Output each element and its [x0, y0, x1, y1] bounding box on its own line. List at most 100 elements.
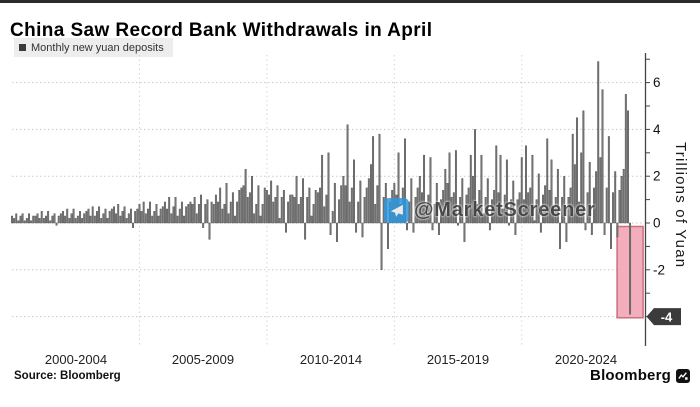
chart-bar: [338, 199, 341, 224]
chart-bar: [414, 197, 417, 224]
chart-bar: [117, 204, 120, 224]
chart-bar: [618, 190, 621, 224]
chart-bar: [151, 215, 154, 224]
chart-bar: [17, 220, 20, 224]
chart-bar: [234, 215, 236, 224]
chart-bar: [59, 213, 62, 224]
chart-bar: [248, 192, 251, 224]
bloomberg-wordmark: Bloomberg: [590, 367, 671, 384]
chart-bar: [584, 222, 587, 231]
chart-bar: [459, 197, 462, 224]
chart-bar: [610, 222, 612, 249]
chart-bar: [265, 190, 268, 224]
chart-bar: [34, 215, 37, 224]
chart-bar: [51, 215, 54, 224]
chart-bar: [423, 154, 426, 224]
chart-bar: [200, 194, 202, 224]
chart-bar: [573, 164, 576, 224]
chart-bar: [482, 213, 485, 224]
chart-bar: [403, 138, 406, 224]
chart-bar: [563, 175, 566, 224]
chart-bar: [253, 213, 256, 224]
chart-bar: [242, 185, 245, 224]
chart-bar: [170, 213, 173, 224]
chart-bar: [552, 206, 555, 224]
chart-bar: [342, 175, 345, 224]
chart-bar: [370, 164, 372, 224]
chart-bar: [314, 190, 317, 224]
chart-bar: [153, 211, 156, 224]
chart-bar: [361, 222, 364, 238]
chart-bar: [578, 201, 581, 224]
y-tick-label: 4: [653, 122, 661, 137]
chart-bar: [79, 211, 81, 224]
chart-bar: [471, 175, 474, 224]
chart-bar: [32, 215, 35, 224]
chart-bar: [580, 152, 583, 224]
chart-bar: [336, 222, 338, 242]
legend: Monthly new yuan deposits: [14, 38, 173, 57]
chart-bar: [512, 180, 515, 224]
y-axis-title: Trillions of Yuan: [672, 142, 689, 269]
chart-bar: [531, 154, 534, 224]
chart-bar: [597, 61, 600, 224]
x-tick-label-2005-2009: 2005-2009: [171, 352, 235, 367]
chart-bar: [416, 187, 419, 224]
chart-bar: [280, 197, 283, 224]
chart-bar: [259, 215, 262, 224]
chart-bar: [136, 208, 139, 224]
chart-bar: [268, 194, 270, 224]
chart-bar: [219, 187, 222, 224]
chart-bar: [74, 218, 77, 224]
chart-bar: [19, 215, 22, 224]
chart-bar: [503, 194, 506, 224]
chart-bar: [276, 185, 279, 224]
chart-bar: [554, 197, 557, 224]
chart-bar: [204, 204, 207, 224]
chart-bar: [452, 192, 455, 224]
chart-bar: [325, 194, 328, 224]
chart-bar: [168, 197, 171, 224]
chart-bar: [529, 187, 532, 224]
chart-bar: [571, 133, 574, 224]
chart-bar: [295, 175, 298, 224]
chart-bar: [161, 206, 164, 224]
chart-bar: [297, 204, 300, 224]
chart-bar: [412, 222, 415, 233]
chart-bar: [304, 222, 307, 240]
chart-bar: [448, 152, 451, 224]
chart-bar: [627, 110, 629, 224]
chart-bar: [302, 178, 304, 224]
x-tick-label-2000-2004: 2000-2004: [44, 352, 108, 367]
chart-bar: [127, 213, 130, 224]
chart-bar: [590, 222, 593, 235]
chart-bar: [329, 222, 332, 235]
chart-bar: [484, 197, 487, 224]
chart-bar: [195, 213, 198, 224]
chart-bar: [450, 197, 453, 224]
x-tick-label-2015-2019: 2015-2019: [426, 352, 490, 367]
chart-bar: [319, 187, 321, 224]
chart-bar: [420, 192, 423, 224]
chart-bar: [134, 211, 137, 224]
chart-bar: [225, 183, 228, 224]
chart-bar: [62, 211, 64, 224]
chart-bar: [163, 201, 166, 224]
chart-bar: [185, 206, 188, 224]
chart-bar: [221, 208, 224, 224]
chart-bar: [397, 152, 400, 224]
chart-bar: [614, 171, 617, 224]
chart-bar: [629, 222, 632, 315]
chart-bar: [435, 183, 438, 224]
chart-bar: [289, 194, 292, 224]
chart-bar: [546, 138, 549, 224]
chart-bar: [321, 154, 324, 224]
chart-bar: [64, 215, 67, 224]
chart-bar: [96, 211, 98, 224]
chart-bar: [488, 222, 491, 231]
chart-bar: [246, 197, 249, 224]
chart-bar: [70, 213, 73, 224]
chart-bar: [357, 201, 360, 224]
chart-bar: [197, 204, 200, 224]
chart-bar: [251, 175, 253, 224]
